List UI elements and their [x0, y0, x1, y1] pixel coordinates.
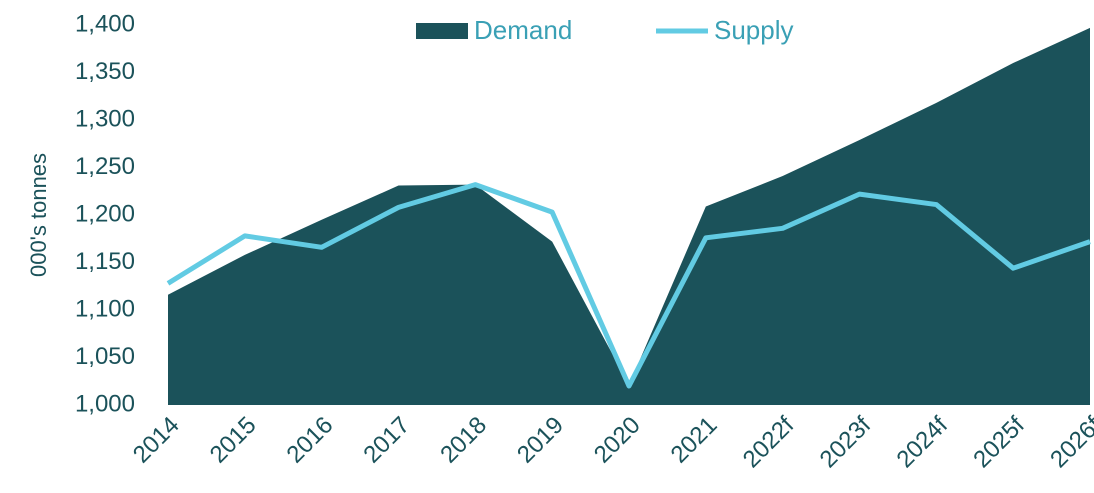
legend-swatch	[416, 23, 468, 39]
x-tick-label: 2018	[435, 412, 492, 469]
legend-label: Demand	[474, 15, 572, 45]
x-tick-label: 2019	[512, 412, 569, 469]
x-tick-label: 2025f	[968, 411, 1030, 473]
y-tick-label: 1,100	[75, 295, 135, 322]
y-axis-label: 000's tonnes	[26, 153, 51, 277]
x-tick-label: 2020	[589, 412, 646, 469]
y-tick-label: 1,150	[75, 248, 135, 275]
y-tick-label: 1,200	[75, 200, 135, 227]
x-tick-label: 2017	[358, 412, 415, 469]
x-tick-label: 2021	[666, 412, 723, 469]
x-tick-label: 2023f	[815, 411, 877, 473]
x-tick-label: 2014	[128, 412, 185, 469]
y-tick-label: 1,400	[75, 10, 135, 37]
y-tick-label: 1,000	[75, 390, 135, 417]
y-tick-label: 1,300	[75, 105, 135, 132]
area	[168, 27, 1090, 405]
x-tick-label: 2024f	[891, 411, 953, 473]
y-tick-label: 1,050	[75, 343, 135, 370]
x-tick-label: 2026f	[1045, 411, 1094, 473]
x-tick-label: 2022f	[738, 411, 800, 473]
y-tick-label: 1,350	[75, 58, 135, 85]
x-tick-label: 2016	[282, 412, 339, 469]
legend-label: Supply	[714, 15, 794, 45]
y-tick-label: 1,250	[75, 153, 135, 180]
x-tick-label: 2015	[205, 412, 262, 469]
line	[166, 182, 1091, 389]
